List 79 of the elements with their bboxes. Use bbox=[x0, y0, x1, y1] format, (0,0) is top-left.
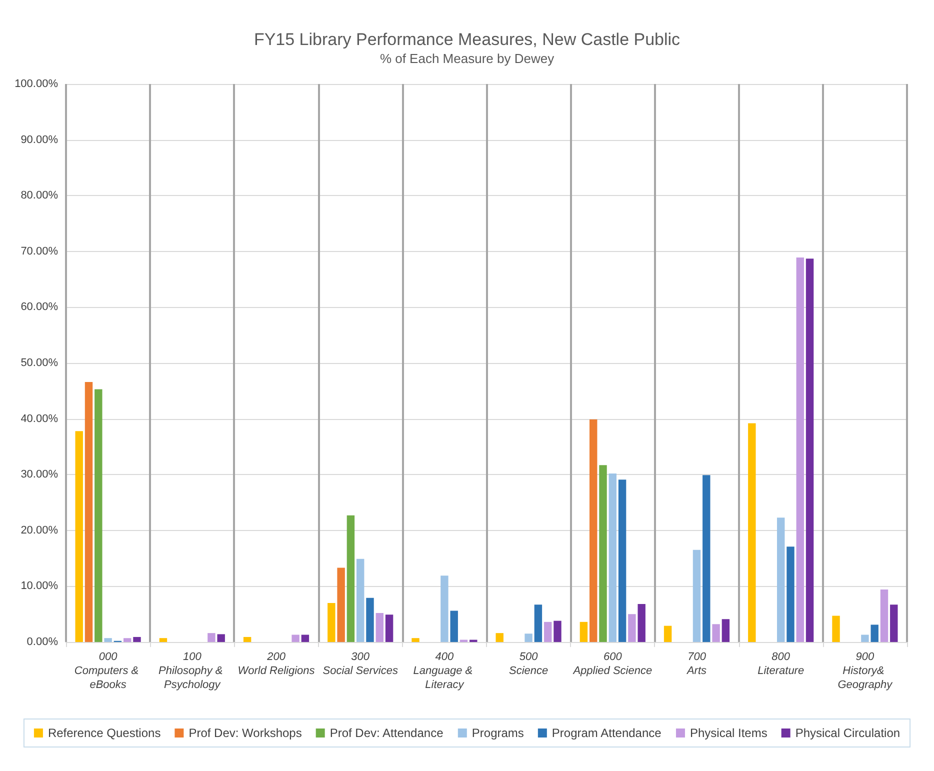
legend-label: Reference Questions bbox=[48, 726, 161, 740]
bar bbox=[554, 620, 562, 642]
bar bbox=[599, 465, 607, 642]
bar bbox=[159, 638, 168, 642]
bar bbox=[776, 518, 785, 642]
bar bbox=[123, 638, 132, 642]
y-tick-label: 80.00% bbox=[20, 190, 58, 202]
y-tick-label: 90.00% bbox=[20, 134, 58, 146]
bar bbox=[337, 568, 345, 642]
x-tick-label: 600 Applied Science bbox=[572, 651, 652, 677]
bar bbox=[301, 634, 310, 642]
x-tick-label: 200 World Religions bbox=[238, 651, 316, 677]
x-tick-label: 400 Language & Literacy bbox=[413, 651, 476, 691]
bar bbox=[861, 634, 869, 642]
y-tick-label: 100.00% bbox=[14, 78, 58, 90]
bar bbox=[450, 610, 458, 642]
bar bbox=[580, 622, 588, 642]
y-tick-label: 30.00% bbox=[20, 468, 58, 481]
bar bbox=[608, 473, 617, 642]
bar bbox=[524, 634, 532, 642]
bar bbox=[104, 638, 112, 642]
y-tick-label: 40.00% bbox=[20, 412, 58, 425]
bar bbox=[75, 431, 83, 642]
bar bbox=[346, 515, 355, 642]
x-tick-label: 300 Social Services bbox=[322, 651, 398, 677]
bar bbox=[692, 550, 701, 642]
bar bbox=[590, 419, 598, 642]
bar bbox=[356, 558, 364, 642]
bar bbox=[217, 634, 225, 642]
chart-subtitle: % of Each Measure by Dewey bbox=[380, 51, 555, 66]
legend-label: Program Attendance bbox=[552, 726, 662, 740]
bar bbox=[722, 619, 730, 642]
bar bbox=[366, 598, 374, 642]
bar bbox=[664, 626, 672, 642]
bar bbox=[376, 612, 384, 642]
bar bbox=[832, 616, 840, 642]
bar bbox=[628, 614, 636, 642]
y-tick-label: 20.00% bbox=[20, 524, 58, 536]
bar bbox=[133, 636, 141, 642]
bar bbox=[385, 614, 394, 642]
bar bbox=[638, 604, 646, 642]
bar bbox=[702, 475, 710, 642]
y-tick-label: 70.00% bbox=[20, 245, 58, 258]
legend-label: Programs bbox=[472, 726, 524, 740]
legend-label: Physical Circulation bbox=[795, 726, 900, 740]
x-tick-label: 900 History& Geography bbox=[838, 651, 894, 691]
x-tick-label: 100 Philosophy & Psychology bbox=[158, 651, 226, 691]
bar bbox=[712, 624, 720, 642]
bar bbox=[618, 480, 626, 642]
bar bbox=[880, 590, 888, 642]
x-tick-label: 700 Arts bbox=[686, 651, 708, 677]
x-tick-label: 500 Science bbox=[508, 651, 548, 677]
bar bbox=[806, 258, 814, 642]
y-tick-label: 50.00% bbox=[20, 357, 58, 369]
bar bbox=[440, 576, 448, 642]
bar bbox=[292, 634, 300, 642]
chart-title: FY15 Library Performance Measures, New Castle Public bbox=[254, 30, 681, 49]
x-tick-label: 000 Computers & eBooks bbox=[74, 651, 142, 691]
bar bbox=[786, 546, 794, 642]
y-tick-label: 60.00% bbox=[20, 301, 58, 314]
y-tick-label: 10.00% bbox=[20, 580, 58, 592]
legend-label: Prof Dev: Workshops bbox=[188, 726, 302, 740]
bar bbox=[544, 622, 552, 642]
bar bbox=[496, 633, 504, 642]
bar bbox=[748, 423, 756, 642]
bar bbox=[890, 604, 898, 642]
bar bbox=[796, 258, 804, 642]
bar bbox=[243, 636, 252, 642]
y-tick-label: 0.00% bbox=[26, 636, 58, 648]
bar bbox=[94, 389, 102, 642]
legend-label: Physical Items bbox=[690, 726, 768, 740]
bar bbox=[870, 624, 878, 642]
bar bbox=[412, 638, 420, 642]
legend-label: Prof Dev: Attendance bbox=[330, 726, 444, 740]
bar bbox=[208, 633, 216, 642]
bar bbox=[534, 604, 542, 642]
x-tick-label: 800 Literature bbox=[758, 651, 804, 677]
bar bbox=[328, 602, 336, 642]
bar bbox=[84, 382, 93, 642]
